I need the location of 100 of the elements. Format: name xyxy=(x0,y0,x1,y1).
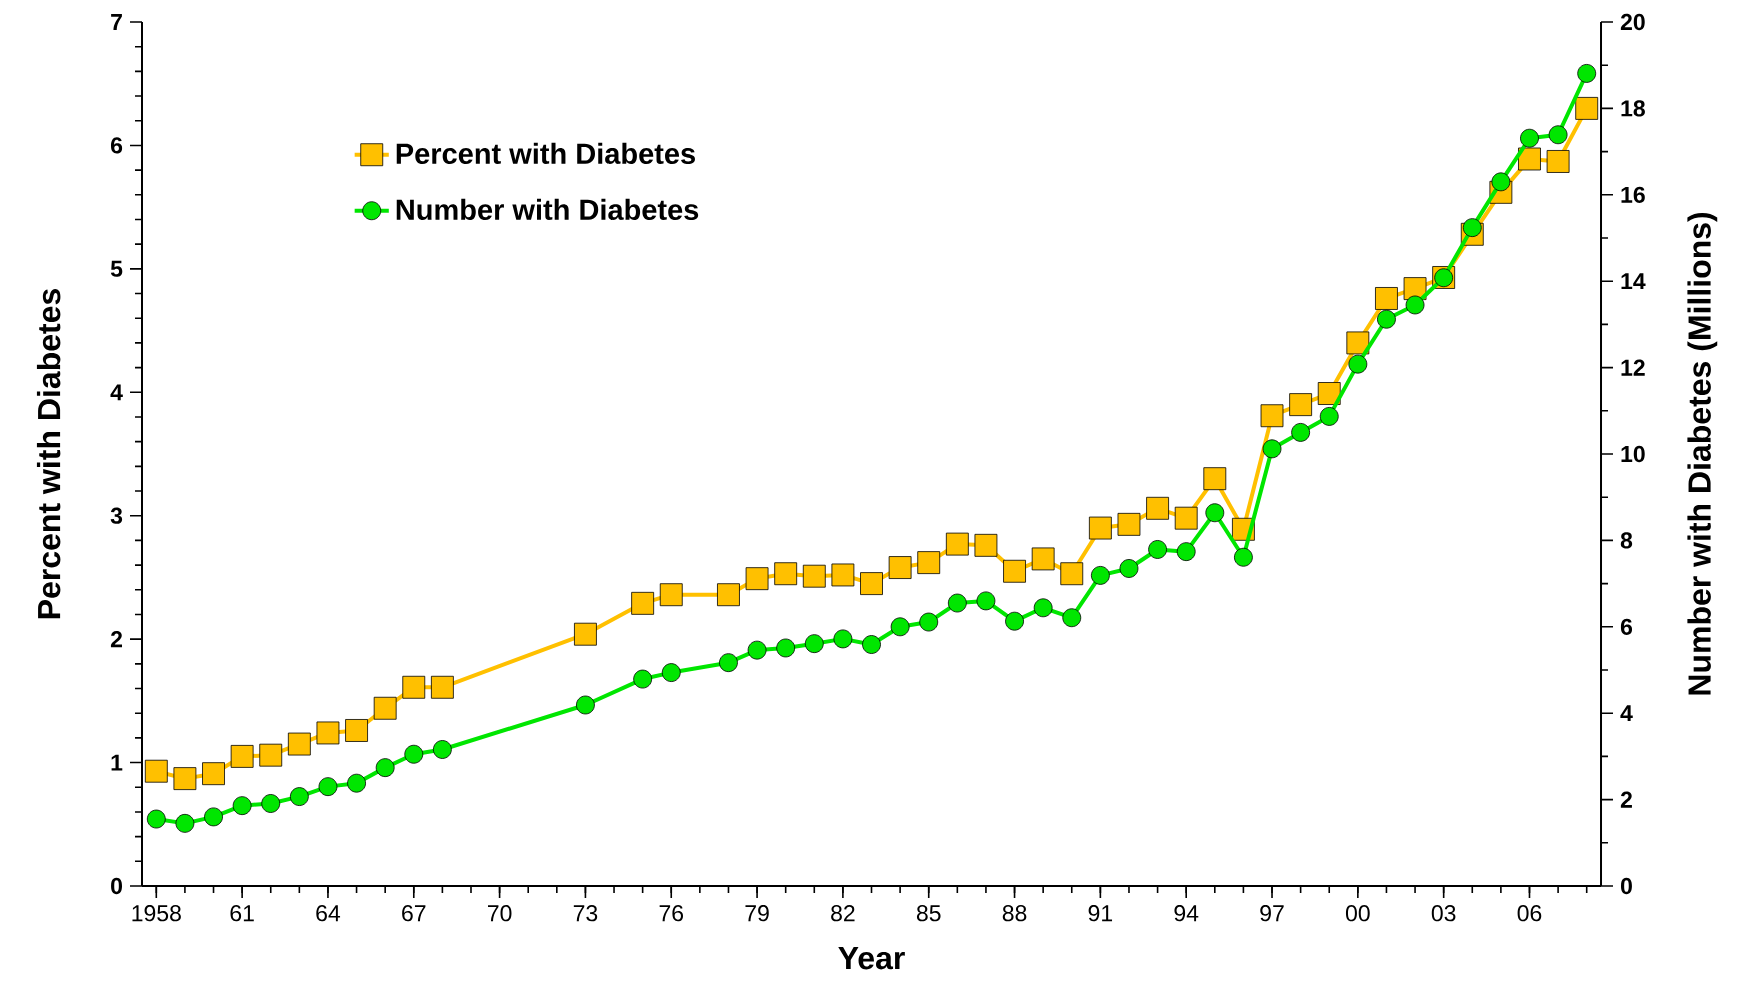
point xyxy=(146,809,166,829)
y2-tick-label: 2 xyxy=(1620,791,1632,808)
point xyxy=(1518,147,1541,171)
point xyxy=(717,583,740,607)
point xyxy=(719,653,738,673)
point xyxy=(860,572,883,595)
point xyxy=(1119,559,1139,578)
x-tick-label: 88 xyxy=(1002,905,1027,922)
point xyxy=(373,696,397,720)
x-tick-label: 64 xyxy=(316,905,341,922)
y2-tick-label: 20 xyxy=(1620,13,1645,31)
x-tick-label: 76 xyxy=(659,905,684,922)
point xyxy=(1033,598,1053,618)
x-tick-label: 91 xyxy=(1088,905,1113,922)
x-tick-label: 97 xyxy=(1260,905,1284,922)
point xyxy=(947,593,967,613)
x-tick-label: 06 xyxy=(1517,905,1542,922)
x-tick-label: 70 xyxy=(488,905,512,922)
point xyxy=(976,591,996,611)
x-tick-label: 82 xyxy=(831,905,855,922)
y-tick-label: 3 xyxy=(110,507,123,524)
point xyxy=(945,532,969,556)
point xyxy=(1319,407,1339,426)
legend-label: Number with Diabetes xyxy=(396,198,699,221)
point xyxy=(919,612,939,632)
y-axis-title: Percent with Diabetes xyxy=(36,289,61,619)
point xyxy=(1060,562,1084,586)
y-tick-label: 6 xyxy=(110,137,123,154)
point xyxy=(888,556,912,579)
point xyxy=(659,583,683,607)
point xyxy=(1291,423,1311,442)
point xyxy=(1088,516,1112,540)
y-tick-label: 2 xyxy=(110,631,122,648)
point xyxy=(1031,547,1055,571)
point xyxy=(974,533,998,557)
y2-tick-label: 14 xyxy=(1621,273,1646,290)
y2-tick-label: 12 xyxy=(1621,359,1645,376)
point xyxy=(1375,287,1398,310)
point xyxy=(375,758,395,778)
point xyxy=(1148,540,1167,559)
point xyxy=(432,740,452,759)
point xyxy=(1577,64,1597,83)
point xyxy=(661,663,681,682)
point xyxy=(1348,354,1368,374)
point xyxy=(287,732,311,756)
point xyxy=(917,551,941,575)
point xyxy=(430,675,454,699)
point xyxy=(1262,439,1282,459)
point xyxy=(345,719,368,742)
point xyxy=(747,640,767,660)
point xyxy=(776,638,796,658)
point xyxy=(831,563,855,587)
y2-tick-label: 18 xyxy=(1621,100,1645,117)
point xyxy=(259,743,283,767)
point xyxy=(1234,547,1253,567)
x-tick-label: 67 xyxy=(402,905,426,922)
point xyxy=(1146,496,1169,520)
point xyxy=(1003,559,1026,583)
y2-tick-label: 16 xyxy=(1621,186,1645,203)
point xyxy=(261,794,281,813)
y-tick-label: 0 xyxy=(111,877,122,895)
y-tick-label: 5 xyxy=(110,260,123,277)
point xyxy=(1462,218,1482,238)
point xyxy=(802,564,826,588)
point xyxy=(1377,309,1396,329)
y-tick-label: 4 xyxy=(110,384,123,401)
point xyxy=(230,745,254,768)
point xyxy=(1575,96,1599,120)
point xyxy=(1405,295,1425,315)
point xyxy=(833,629,853,649)
point xyxy=(173,767,197,791)
point xyxy=(1203,467,1227,491)
point xyxy=(745,567,769,591)
point xyxy=(175,813,195,833)
point xyxy=(144,759,168,783)
point xyxy=(574,622,597,646)
x-tick-label: 61 xyxy=(230,905,254,922)
point xyxy=(204,807,223,827)
x-tick-label: 03 xyxy=(1431,905,1456,922)
legend-label: Percent with Diabetes xyxy=(396,142,695,165)
point xyxy=(1062,608,1082,628)
point xyxy=(1346,331,1370,355)
x-tick-label: 79 xyxy=(745,905,769,922)
point xyxy=(633,669,653,689)
point xyxy=(202,762,225,786)
point xyxy=(402,675,426,699)
x-axis-title: Year xyxy=(838,947,905,970)
x-tick-label: 85 xyxy=(916,905,941,922)
point xyxy=(316,721,340,745)
point xyxy=(232,796,252,816)
point xyxy=(576,695,595,715)
point xyxy=(774,562,798,586)
point xyxy=(1174,506,1198,530)
point xyxy=(1260,404,1284,428)
point xyxy=(347,773,366,793)
x-tick-label: 00 xyxy=(1345,905,1370,922)
point xyxy=(1548,125,1568,145)
y2-tick-label: 0 xyxy=(1620,877,1632,895)
point xyxy=(1289,393,1313,417)
point xyxy=(862,635,881,654)
